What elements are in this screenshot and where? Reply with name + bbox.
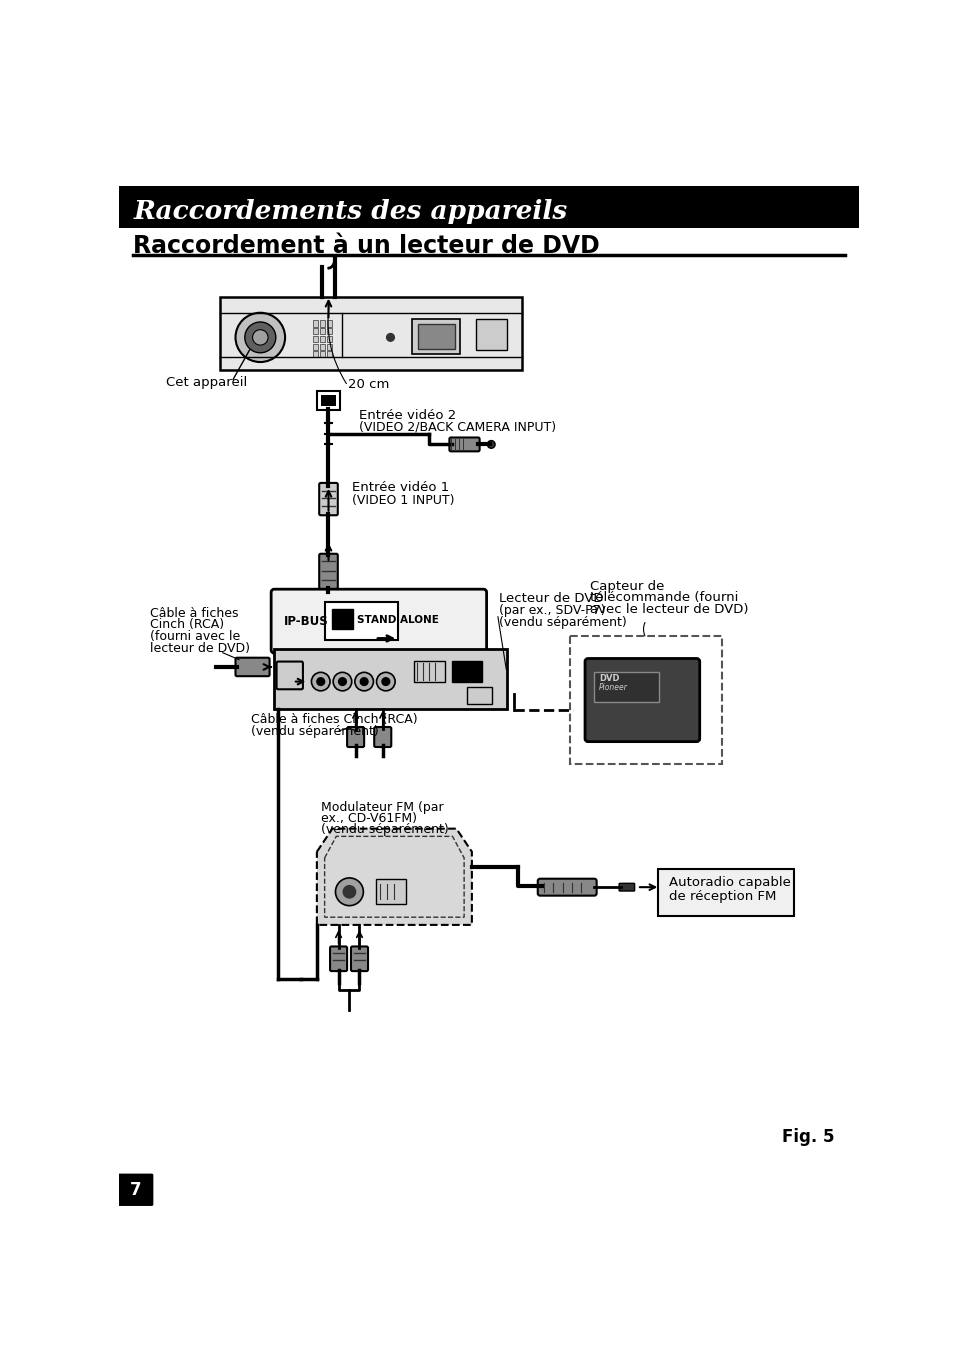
- FancyBboxPatch shape: [274, 649, 506, 709]
- Text: 20 cm: 20 cm: [348, 378, 389, 390]
- Bar: [452, 661, 481, 683]
- FancyBboxPatch shape: [325, 602, 397, 640]
- Bar: [476, 318, 506, 350]
- FancyBboxPatch shape: [374, 728, 391, 747]
- Text: Pioneer: Pioneer: [598, 683, 627, 692]
- Bar: [319, 336, 325, 341]
- FancyBboxPatch shape: [316, 392, 340, 409]
- Text: Entrée vidéo 2: Entrée vidéo 2: [359, 409, 456, 421]
- FancyBboxPatch shape: [537, 878, 596, 896]
- Text: (vendu séparément): (vendu séparément): [498, 617, 626, 629]
- Bar: [319, 328, 325, 335]
- Text: Capteur de: Capteur de: [590, 580, 664, 593]
- Text: (VIDEO 1 INPUT): (VIDEO 1 INPUT): [352, 493, 454, 507]
- Text: Raccordements des appareils: Raccordements des appareils: [133, 199, 567, 224]
- Text: Modulateur FM (par: Modulateur FM (par: [320, 801, 443, 814]
- FancyBboxPatch shape: [449, 438, 479, 451]
- Bar: [327, 351, 332, 358]
- Text: Raccordement à un lecteur de DVD: Raccordement à un lecteur de DVD: [133, 234, 599, 257]
- Text: lecteur de DVD): lecteur de DVD): [150, 641, 250, 654]
- Bar: [320, 396, 335, 406]
- Text: (fourni avec le: (fourni avec le: [150, 630, 240, 644]
- Circle shape: [235, 313, 285, 362]
- Bar: [327, 336, 332, 341]
- FancyBboxPatch shape: [347, 728, 364, 747]
- Circle shape: [381, 678, 390, 686]
- Circle shape: [311, 672, 330, 691]
- FancyBboxPatch shape: [330, 946, 347, 972]
- Text: Entrée vidéo 1: Entrée vidéo 1: [352, 481, 449, 495]
- FancyBboxPatch shape: [319, 554, 337, 589]
- Text: télécommande (fourni: télécommande (fourni: [590, 592, 738, 604]
- FancyBboxPatch shape: [570, 635, 721, 764]
- Text: avec le lecteur de DVD): avec le lecteur de DVD): [590, 603, 748, 617]
- FancyBboxPatch shape: [117, 1173, 153, 1206]
- Text: Cinch (RCA): Cinch (RCA): [150, 618, 224, 631]
- FancyBboxPatch shape: [220, 297, 521, 370]
- FancyBboxPatch shape: [235, 657, 270, 676]
- FancyBboxPatch shape: [319, 482, 337, 515]
- FancyBboxPatch shape: [271, 589, 486, 653]
- FancyBboxPatch shape: [276, 661, 303, 690]
- Bar: [319, 351, 325, 358]
- Polygon shape: [316, 829, 472, 925]
- Circle shape: [355, 672, 373, 691]
- Circle shape: [316, 678, 324, 686]
- Bar: [327, 344, 332, 350]
- FancyBboxPatch shape: [658, 869, 794, 916]
- Bar: [332, 610, 353, 629]
- Text: 7: 7: [130, 1180, 141, 1199]
- Bar: [319, 344, 325, 350]
- Bar: [313, 351, 318, 358]
- FancyBboxPatch shape: [375, 879, 406, 904]
- Circle shape: [360, 678, 368, 686]
- Text: IP-BUS: IP-BUS: [283, 615, 328, 627]
- Bar: [313, 328, 318, 335]
- Text: de réception FM: de réception FM: [669, 890, 776, 904]
- Bar: [414, 661, 444, 683]
- Circle shape: [487, 440, 495, 449]
- Circle shape: [338, 678, 346, 686]
- Circle shape: [343, 886, 355, 898]
- Text: ex., CD-V61FM): ex., CD-V61FM): [320, 812, 416, 825]
- FancyBboxPatch shape: [584, 659, 699, 741]
- Text: (par ex., SDV-P7): (par ex., SDV-P7): [498, 604, 605, 617]
- Circle shape: [245, 322, 275, 352]
- Circle shape: [335, 878, 363, 905]
- Circle shape: [376, 672, 395, 691]
- Text: Câble à fiches: Câble à fiches: [150, 607, 238, 619]
- FancyBboxPatch shape: [351, 946, 368, 972]
- Circle shape: [253, 329, 268, 346]
- Bar: [313, 344, 318, 350]
- FancyBboxPatch shape: [467, 687, 492, 703]
- Circle shape: [333, 672, 352, 691]
- Text: (VIDEO 2/BACK CAMERA INPUT): (VIDEO 2/BACK CAMERA INPUT): [359, 420, 556, 434]
- Text: Fig. 5: Fig. 5: [781, 1127, 834, 1145]
- FancyBboxPatch shape: [412, 318, 459, 354]
- FancyBboxPatch shape: [618, 883, 634, 892]
- Text: DVD: DVD: [598, 673, 618, 683]
- Bar: [327, 320, 332, 327]
- Text: Autoradio capable: Autoradio capable: [669, 877, 791, 889]
- Text: Cet appareil: Cet appareil: [166, 375, 247, 389]
- Bar: [313, 320, 318, 327]
- Text: (vendu séparément): (vendu séparément): [251, 725, 378, 737]
- Bar: [319, 320, 325, 327]
- FancyBboxPatch shape: [594, 672, 659, 702]
- Text: (vendu séparément): (vendu séparément): [320, 822, 448, 836]
- Text: STAND ALONE: STAND ALONE: [356, 615, 438, 625]
- Text: Lecteur de DVD: Lecteur de DVD: [498, 592, 603, 604]
- Bar: [327, 328, 332, 335]
- Circle shape: [386, 333, 394, 341]
- Text: Câble à fiches Cinch (RCA): Câble à fiches Cinch (RCA): [251, 713, 417, 726]
- Bar: [313, 336, 318, 341]
- FancyBboxPatch shape: [417, 324, 455, 350]
- Bar: [119, 186, 858, 228]
